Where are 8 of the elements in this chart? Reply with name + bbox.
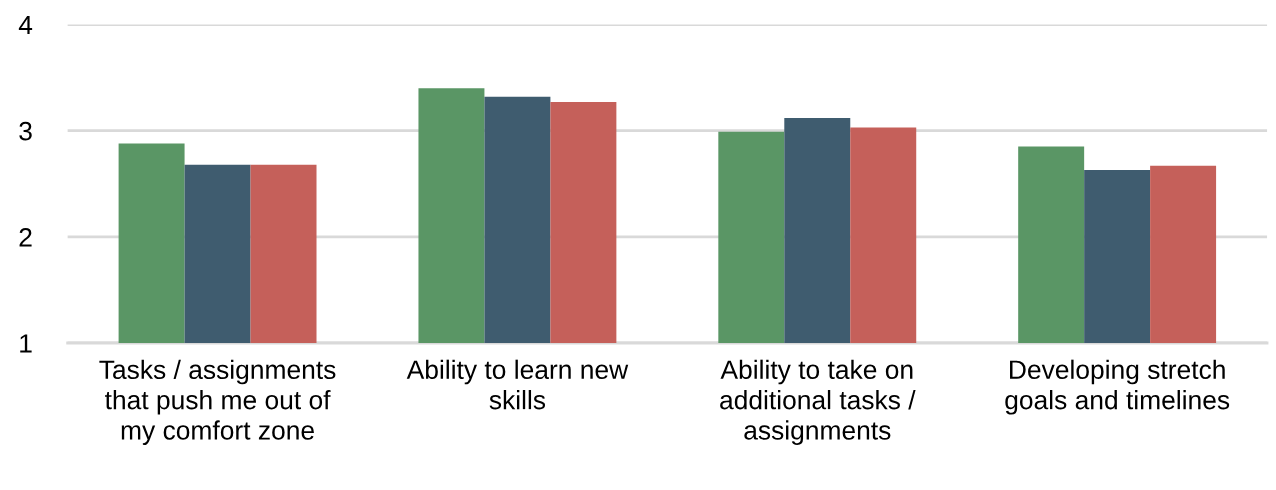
y-tick-label: 2 <box>19 227 32 247</box>
x-tick-label: Ability to learn new skills <box>406 359 629 410</box>
y-tick-label: 3 <box>19 121 32 141</box>
x-tick-label: Developing stretch goals and timelines <box>1005 359 1230 415</box>
y-tick-label: 1 <box>20 334 32 353</box>
x-tick-label: Tasks / assignments that push me out of my comfort zone <box>99 359 336 445</box>
y-tick-label: 4 <box>18 15 33 35</box>
x-tick-label: Ability to take on additional tasks / assignments <box>720 359 916 445</box>
